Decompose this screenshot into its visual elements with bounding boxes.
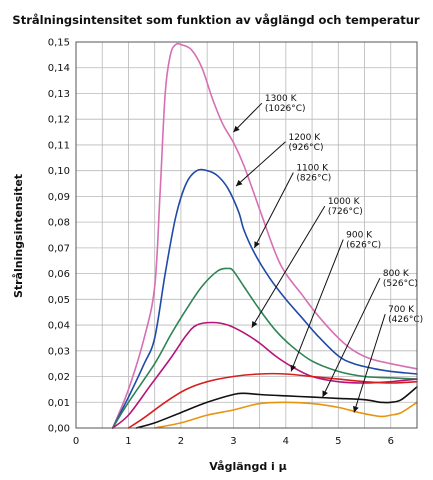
y-tick-label: 0,07 <box>48 243 70 254</box>
y-tick-label: 0,02 <box>48 372 70 383</box>
series-label: 700 K <box>388 305 415 315</box>
annotation-arrowhead <box>251 321 258 328</box>
series-line <box>135 386 418 429</box>
series-annotations: 1300 K(1026°C) 1200 K(926°C) 1100 K(826°C)… <box>233 94 423 413</box>
y-tick-label: 0,11 <box>48 140 70 151</box>
annotation-arrow <box>235 141 286 187</box>
x-tick-label: 1 <box>125 436 131 447</box>
y-tick-label: 0,05 <box>48 295 70 306</box>
y-tick-label: 0,04 <box>48 321 70 332</box>
annotation-arrow <box>251 205 326 328</box>
series-line <box>111 267 418 429</box>
series-label-celsius: (426°C) <box>388 315 423 325</box>
y-tick-label: 0,09 <box>48 192 70 203</box>
annotation-arrow <box>253 172 294 249</box>
annotation-arrowhead <box>290 364 297 372</box>
y-axis-label: Strålningsintensitet <box>12 174 25 298</box>
y-tick-label: 0,14 <box>48 63 70 74</box>
x-tick-label: 6 <box>388 436 394 447</box>
x-tick-label: 5 <box>335 436 341 447</box>
annotation-arrow <box>233 102 263 133</box>
series-label-celsius: (1026°C) <box>265 104 306 114</box>
y-tick-label: 0,00 <box>48 424 70 435</box>
series-line <box>111 42 418 429</box>
y-tick-label: 0,12 <box>48 115 70 126</box>
series-label-celsius: (726°C) <box>328 207 363 217</box>
annotation-arrow <box>290 239 344 372</box>
plot-frame <box>75 41 418 429</box>
series-label: 1000 K <box>328 197 361 207</box>
series-line <box>153 401 418 429</box>
x-axis-ticks: 0 1 2 3 4 5 6 <box>73 436 394 447</box>
y-tick-label: 0,03 <box>48 346 70 357</box>
series-line <box>127 372 418 429</box>
series-label: 900 K <box>346 231 373 241</box>
series-label-celsius: (526°C) <box>383 279 418 289</box>
y-tick-label: 0,13 <box>48 89 70 100</box>
y-tick-label: 0,10 <box>48 166 70 177</box>
annotation-arrowhead <box>322 390 328 398</box>
series-line <box>111 321 418 429</box>
series-curves <box>111 42 418 429</box>
series-label: 1300 K <box>265 94 298 104</box>
series-label: 1100 K <box>296 164 329 174</box>
y-tick-label: 0,01 <box>48 398 70 409</box>
series-line <box>111 168 418 429</box>
series-label: 1200 K <box>288 133 321 143</box>
chart-title: Strålningsintensitet som funktion av våg… <box>12 13 419 27</box>
annotation-arrowhead <box>353 405 359 413</box>
annotation-arrow <box>353 314 386 413</box>
annotation-arrowhead <box>236 179 243 187</box>
y-axis-ticks: 0,00 0,01 0,02 0,03 0,04 0,05 0,06 0,07 0,08 0,09… <box>48 38 70 435</box>
x-tick-label: 2 <box>178 436 184 447</box>
series-label-celsius: (626°C) <box>346 241 381 251</box>
x-axis-label: Våglängd i µ <box>209 460 287 473</box>
series-label-celsius: (926°C) <box>288 143 323 153</box>
y-tick-label: 0,08 <box>48 218 70 229</box>
x-tick-label: 4 <box>283 436 289 447</box>
series-label: 800 K <box>383 269 410 279</box>
series-label-celsius: (826°C) <box>296 174 331 184</box>
x-tick-label: 0 <box>73 436 79 447</box>
annotation-arrowhead <box>233 125 240 133</box>
y-tick-label: 0,15 <box>48 38 70 49</box>
annotation-arrow <box>322 277 381 398</box>
x-tick-label: 3 <box>230 436 236 447</box>
y-tick-label: 0,06 <box>48 269 70 280</box>
annotation-arrowhead <box>254 241 260 248</box>
